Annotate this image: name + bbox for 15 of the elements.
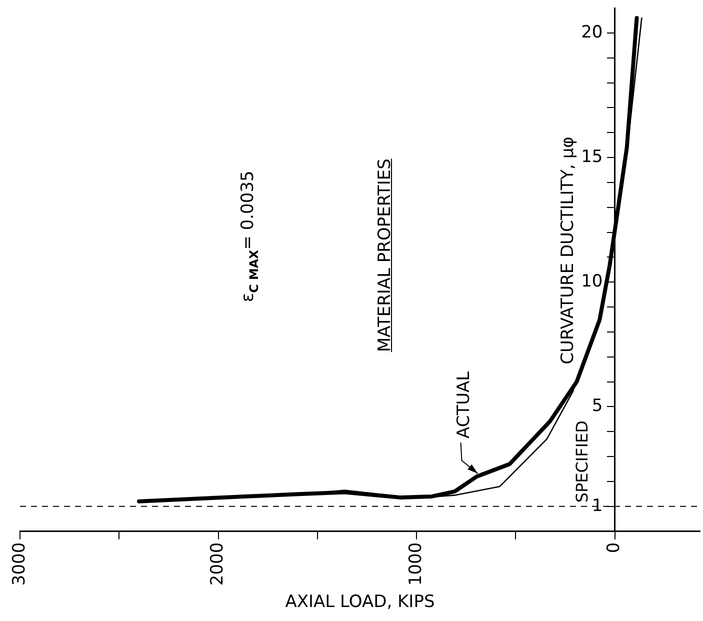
- y-tick-label: 20: [581, 22, 603, 42]
- y-tick-label: 1: [592, 496, 603, 516]
- x-tick-label: 1000: [406, 542, 426, 586]
- y-tick-label: 10: [581, 272, 603, 292]
- text: ACTUAL: [454, 370, 474, 439]
- y-tick-label: 15: [581, 146, 603, 167]
- y-tick-label: 5: [592, 396, 603, 416]
- annotation: εC MAX= 0.0035: [238, 170, 262, 302]
- x-tick-label: 0: [604, 542, 624, 554]
- x-tick-label: 3000: [9, 542, 30, 586]
- y-axis-title: CURVATURE DUCTILITY, μφ: [558, 136, 578, 364]
- x-tick-label: 2000: [208, 542, 228, 586]
- text: SPECIFIED: [572, 420, 592, 503]
- legend-title: MATERIAL PROPERTIES: [374, 158, 395, 352]
- x-axis-title: AXIAL LOAD, KIPS: [285, 592, 435, 612]
